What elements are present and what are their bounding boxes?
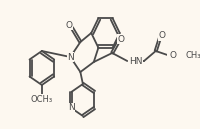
Text: HN: HN [129,58,142,67]
Text: O: O [118,34,125,43]
Text: N: N [68,103,75,112]
Text: N: N [67,53,74,62]
Text: O: O [65,21,72,30]
Text: O: O [170,51,177,61]
Text: OCH₃: OCH₃ [31,95,53,103]
Text: O: O [159,31,166,41]
Text: CH₃: CH₃ [186,51,200,61]
